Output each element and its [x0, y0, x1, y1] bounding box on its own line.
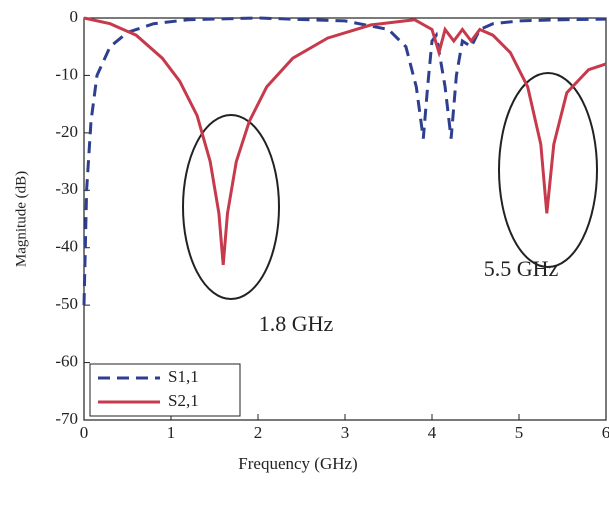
y-tick-label: 0 — [70, 7, 79, 26]
x-tick-label: 6 — [602, 423, 609, 442]
x-axis-label: Frequency (GHz) — [238, 454, 357, 473]
y-axis-label: Magnitude (dB) — [13, 171, 29, 267]
annotation: 5.5 GHz — [484, 256, 559, 281]
x-tick-label: 4 — [428, 423, 437, 442]
y-tick-label: -50 — [55, 294, 78, 313]
plot-frame — [84, 18, 606, 420]
y-tick-label: -60 — [55, 351, 78, 370]
y-tick-label: -20 — [55, 122, 78, 141]
y-tick-label: -70 — [55, 409, 78, 428]
x-tick-label: 3 — [341, 423, 350, 442]
x-tick-label: 2 — [254, 423, 263, 442]
x-tick-label: 5 — [515, 423, 524, 442]
x-tick-label: 1 — [167, 423, 176, 442]
x-tick-label: 0 — [80, 423, 89, 442]
series-line — [84, 18, 606, 265]
highlight-ellipse — [183, 115, 279, 299]
legend-label: S2,1 — [168, 391, 199, 410]
y-tick-label: -10 — [55, 64, 78, 83]
y-tick-label: -30 — [55, 179, 78, 198]
legend-label: S1,1 — [168, 367, 199, 386]
chart: 1.8 GHz 5.5 GHz Frequency (GHz) Magnitud… — [0, 0, 609, 508]
legend-box — [90, 364, 240, 416]
highlight-ellipse — [499, 73, 597, 267]
annotation: 1.8 GHz — [259, 311, 334, 336]
y-tick-label: -40 — [55, 237, 78, 256]
